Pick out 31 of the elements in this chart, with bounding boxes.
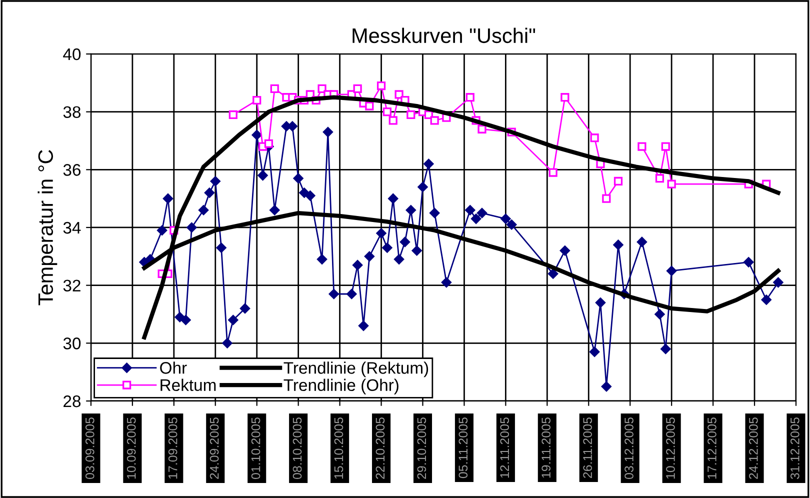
legend-label: Trendlinie (Ohr) [284,378,398,394]
x-tick-label: 03.12.2005 [624,417,634,480]
x-tick-label: 10.09.2005 [126,417,136,479]
x-tick-label: 31.12.2005 [790,417,800,480]
x-tick-label: 08.10.2005 [292,417,302,480]
x-tick-label: 29.10.2005 [417,417,426,479]
y-tick-label: 36 [63,164,81,176]
x-tick-label: 01.10.2005 [251,417,260,480]
y-tick-label: 32 [63,280,80,292]
x-tick-label: 05.11.2005 [458,417,468,478]
x-tick-label: 24.09.2005 [210,417,219,479]
chart-title: Messkurven "Uschi" [352,28,536,44]
x-tick-label: 26.11.2005 [583,417,592,478]
legend-label: Trendlinie (Rektum) [284,362,428,378]
x-tick-label: 12.11.2005 [500,417,510,478]
y-tick-label: 30 [63,338,81,350]
legend-label: Ohr [160,362,187,374]
x-tick-label: 22.10.2005 [376,417,385,479]
y-tick-label: 40 [63,48,81,60]
x-tick-label: 03.09.2005 [85,417,94,480]
y-tick-label: 34 [63,222,81,234]
x-tick-label: 19.11.2005 [542,417,551,478]
x-tick-label: 10.12.2005 [666,417,675,479]
x-tick-label: 17.12.2005 [708,417,716,479]
x-tick-label: 15.10.2005 [334,417,344,479]
x-tick-label: 24.12.2005 [749,417,758,479]
y-axis-title: Temperatur in °C [38,150,58,306]
x-tick-label: 17.09.2005 [168,417,178,479]
y-tick-label: 38 [63,106,81,118]
y-tick-label: 28 [64,395,81,408]
legend-label: Rektum [160,378,216,392]
